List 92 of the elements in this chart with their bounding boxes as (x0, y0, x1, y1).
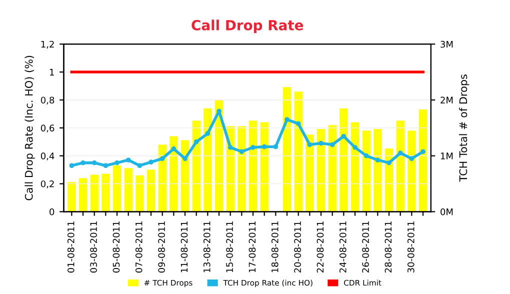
point (80, 160, 86, 166)
point (341, 134, 346, 139)
x-tick-label: 15-08-2011 (226, 222, 233, 272)
point (284, 117, 290, 122)
bar (260, 122, 268, 212)
point (126, 158, 131, 162)
x-tick-label: 18-08-2011 (271, 222, 278, 272)
bar (350, 122, 360, 212)
x-tick-label: 22-08-2011 (316, 222, 324, 273)
chart-title: Call Drop Rate (192, 20, 304, 34)
x-tick-label: 26-08-2011 (362, 222, 369, 273)
x-tick-label: 24-08-2011 (339, 222, 346, 273)
y-tick-label: 1 (50, 68, 54, 76)
bar (362, 130, 370, 212)
point (148, 160, 154, 165)
y2-axis-title: TCH Total # of Drops (459, 74, 470, 182)
point (386, 160, 392, 166)
bar (102, 174, 110, 212)
y-tick-label: 0 (50, 208, 54, 216)
point (273, 144, 278, 150)
point (228, 145, 233, 150)
point (171, 146, 176, 152)
point (262, 144, 267, 150)
bar (384, 148, 394, 212)
point (69, 163, 74, 168)
bar (248, 120, 258, 212)
bar (204, 108, 212, 212)
x-tick-label: 17-08-2011 (248, 222, 256, 272)
x-tick-label: 13-08-2011 (203, 222, 210, 272)
bar (124, 168, 132, 212)
x-tick-label: 05-08-2011 (112, 222, 120, 273)
point (239, 149, 244, 154)
bar (418, 109, 428, 212)
bar (238, 126, 246, 212)
y-tick-label: 0,6 (40, 124, 54, 132)
y-tick-label: 0,2 (40, 180, 54, 188)
x-tick-label: 20-08-2011 (294, 222, 301, 273)
bar (396, 120, 404, 212)
bar (68, 182, 76, 212)
bar (78, 178, 88, 212)
point (409, 156, 414, 162)
y2-tick-label: 1M (440, 152, 453, 160)
bar (374, 129, 382, 212)
point (398, 150, 403, 156)
point (318, 140, 324, 146)
bar (340, 108, 348, 212)
bar (158, 144, 166, 212)
bar (214, 100, 224, 212)
bar (136, 175, 144, 212)
point (250, 145, 256, 150)
x-tick-label: 01-08-2011 (67, 222, 74, 273)
x-tick-label: 09-08-2011 (158, 222, 165, 273)
point (375, 158, 380, 162)
bar (146, 170, 156, 212)
point (92, 160, 97, 166)
bar (408, 130, 416, 212)
bar (226, 126, 234, 212)
y2-tick-label: 0M (440, 208, 453, 216)
bar (328, 125, 336, 212)
point (352, 145, 358, 150)
point (182, 156, 188, 162)
bar (306, 134, 314, 212)
y-axis-title: Call Drop Rate (Inc. HO) (%) (24, 56, 35, 200)
point (364, 153, 369, 158)
y-tick-label: 0,4 (40, 152, 54, 160)
x-tick-label: 07-08-2011 (135, 222, 142, 273)
x-tick-label: 30-08-2011 (407, 222, 414, 272)
point (205, 131, 210, 136)
bar (294, 92, 302, 212)
bar (282, 87, 292, 212)
bar (170, 136, 178, 212)
y-tick-label: 0,8 (40, 96, 54, 104)
y2-tick-label: 2M (440, 96, 453, 104)
bar (180, 140, 190, 212)
point (330, 142, 335, 148)
x-tick-label: 28-08-2011 (384, 222, 392, 273)
point (160, 156, 165, 162)
bar (316, 129, 326, 212)
point (420, 149, 426, 154)
x-tick-label: 03-08-2011 (90, 222, 97, 273)
point (137, 163, 142, 168)
y-tick-label: 1,2 (41, 40, 54, 49)
point (114, 160, 120, 166)
x-tick-label: 11-08-2011 (180, 222, 188, 272)
bar (112, 165, 122, 212)
bar (90, 174, 98, 212)
point (307, 142, 312, 148)
bar (192, 120, 200, 212)
y2-tick-label: 3M (440, 40, 453, 48)
point (103, 163, 108, 168)
point (194, 139, 199, 144)
point (296, 121, 301, 126)
